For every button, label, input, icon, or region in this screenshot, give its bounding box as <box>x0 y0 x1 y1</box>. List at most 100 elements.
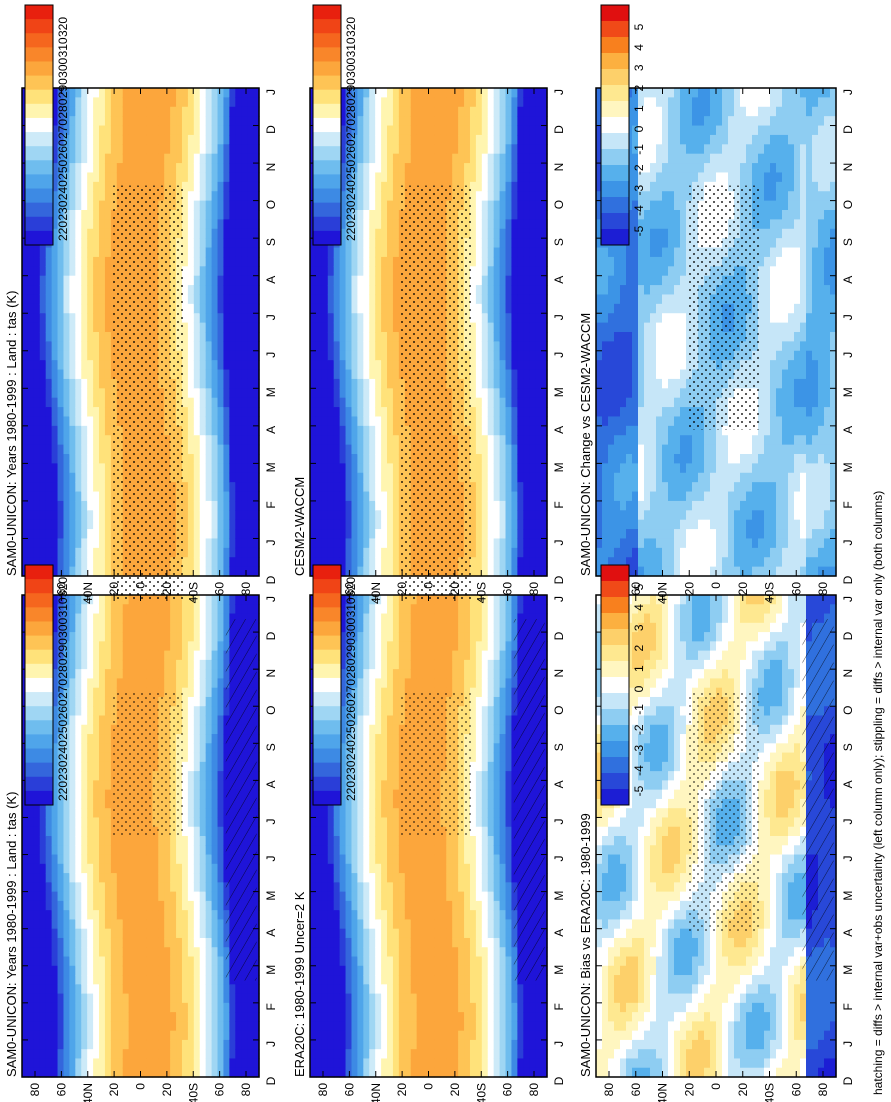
field-cell <box>205 632 213 642</box>
field-cell <box>241 200 248 211</box>
field-cell <box>211 687 219 698</box>
field-cell <box>357 1002 364 1013</box>
field-cell <box>140 863 148 874</box>
field-cell <box>229 613 236 624</box>
field-cell <box>211 303 219 314</box>
field-cell <box>146 106 153 117</box>
field-cell <box>217 378 225 389</box>
field-cell <box>81 369 88 380</box>
field-cell <box>217 369 225 380</box>
field-cell <box>217 771 225 781</box>
field-cell <box>33 454 41 464</box>
field-cell <box>57 266 65 277</box>
field-cell <box>63 210 70 220</box>
field-cell <box>241 134 248 145</box>
field-cell <box>75 116 82 127</box>
field-cell <box>51 463 59 474</box>
field-cell <box>27 444 35 455</box>
field-cell <box>381 687 388 698</box>
field-cell <box>27 937 35 948</box>
field-cell <box>39 303 47 314</box>
field-cell <box>63 882 70 893</box>
field-cell <box>170 678 177 689</box>
field-cell <box>99 116 106 127</box>
field-cell <box>57 435 65 446</box>
field-cell <box>57 454 65 464</box>
field-cell <box>241 303 248 314</box>
field-cell <box>193 771 201 781</box>
field-cell <box>181 826 189 837</box>
field-cell <box>57 817 65 828</box>
field-cell <box>357 975 364 985</box>
field-cell <box>57 789 65 800</box>
field-cell <box>69 808 76 819</box>
field-cell <box>93 134 100 145</box>
field-cell <box>51 789 59 800</box>
field-cell <box>369 937 376 948</box>
field-cell <box>217 669 225 680</box>
field-cell <box>181 622 189 633</box>
field-cell <box>152 1058 159 1069</box>
field-cell <box>321 919 329 930</box>
field-cell <box>122 1002 130 1013</box>
field-cell <box>116 965 124 976</box>
field-cell <box>211 734 219 744</box>
field-cell <box>110 1030 118 1041</box>
field-cell <box>63 910 70 921</box>
field-cell <box>369 1012 376 1022</box>
x-tick-label: D <box>264 575 278 584</box>
field-cell <box>357 798 364 809</box>
field-cell <box>22 275 29 286</box>
field-cell <box>170 836 177 846</box>
field-cell <box>158 88 165 98</box>
field-cell <box>158 125 165 136</box>
field-cell <box>63 163 70 174</box>
field-cell <box>211 696 219 707</box>
field-cell <box>339 743 347 754</box>
field-cell <box>128 641 136 652</box>
field-cell <box>199 566 207 577</box>
field-cell <box>369 947 376 958</box>
field-cell <box>33 1021 41 1032</box>
field-cell <box>57 706 65 717</box>
field-cell <box>193 595 201 605</box>
field-cell <box>99 134 106 145</box>
field-cell <box>63 919 70 930</box>
field-cell <box>57 472 65 483</box>
field-cell <box>27 378 35 389</box>
field-cell <box>217 632 225 642</box>
field-cell <box>87 219 94 230</box>
field-cell <box>327 873 335 883</box>
field-cell <box>87 510 94 521</box>
field-cell <box>104 724 112 735</box>
field-cell <box>39 500 47 511</box>
field-cell <box>87 163 94 174</box>
field-cell <box>122 1030 130 1041</box>
field-cell <box>381 1002 388 1013</box>
field-cell <box>327 808 335 819</box>
field-cell <box>69 547 76 558</box>
field-cell <box>235 595 242 605</box>
field-cell <box>158 891 165 902</box>
field-cell <box>217 854 225 865</box>
field-cell <box>345 965 353 976</box>
field-cell <box>128 993 136 1004</box>
field-cell <box>116 854 124 865</box>
field-cell <box>152 965 159 976</box>
field-cell <box>87 134 94 145</box>
field-cell <box>75 181 82 192</box>
field-cell <box>81 378 88 389</box>
field-cell <box>22 454 29 464</box>
field-cell <box>375 928 382 939</box>
field-cell <box>315 826 323 837</box>
field-cell <box>39 891 47 902</box>
field-cell <box>104 510 112 521</box>
field-cell <box>315 1012 323 1022</box>
field-cell <box>146 669 153 680</box>
field-cell <box>205 106 213 117</box>
field-cell <box>87 798 94 809</box>
field-cell <box>345 1039 353 1050</box>
field-cell <box>69 378 76 389</box>
field-cell <box>223 557 230 568</box>
field-cell <box>51 632 59 642</box>
